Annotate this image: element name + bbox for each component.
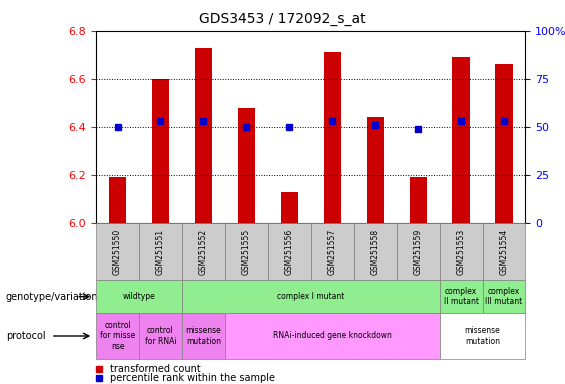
Text: GSM251556: GSM251556 (285, 228, 294, 275)
Text: protocol: protocol (6, 331, 45, 341)
Text: control
for misse
nse: control for misse nse (100, 321, 135, 351)
Text: percentile rank within the sample: percentile rank within the sample (110, 373, 275, 383)
Text: GSM251550: GSM251550 (113, 228, 122, 275)
Text: complex I mutant: complex I mutant (277, 292, 345, 301)
Text: GSM251553: GSM251553 (457, 228, 466, 275)
Bar (109, 177, 126, 223)
Text: complex
II mutant: complex II mutant (444, 287, 479, 306)
Text: complex
III mutant: complex III mutant (485, 287, 523, 306)
Bar (238, 108, 255, 223)
Bar (324, 52, 341, 223)
Text: RNAi-induced gene knockdown: RNAi-induced gene knockdown (273, 331, 392, 341)
Text: wildtype: wildtype (123, 292, 155, 301)
Text: GDS3453 / 172092_s_at: GDS3453 / 172092_s_at (199, 12, 366, 25)
Text: GSM251555: GSM251555 (242, 228, 251, 275)
Bar (367, 117, 384, 223)
Bar (195, 48, 212, 223)
Bar (453, 57, 470, 223)
Text: GSM251554: GSM251554 (499, 228, 508, 275)
Bar (152, 79, 169, 223)
Text: control
for RNAi: control for RNAi (145, 326, 176, 346)
Bar (496, 65, 512, 223)
Text: GSM251551: GSM251551 (156, 228, 165, 275)
Text: GSM251559: GSM251559 (414, 228, 423, 275)
Text: missense
mutation: missense mutation (185, 326, 221, 346)
Bar (410, 177, 427, 223)
Text: GSM251557: GSM251557 (328, 228, 337, 275)
Text: transformed count: transformed count (110, 364, 201, 374)
Text: GSM251552: GSM251552 (199, 228, 208, 275)
Text: genotype/variation: genotype/variation (6, 291, 98, 302)
Text: GSM251558: GSM251558 (371, 228, 380, 275)
Bar (281, 192, 298, 223)
Text: missense
mutation: missense mutation (464, 326, 501, 346)
